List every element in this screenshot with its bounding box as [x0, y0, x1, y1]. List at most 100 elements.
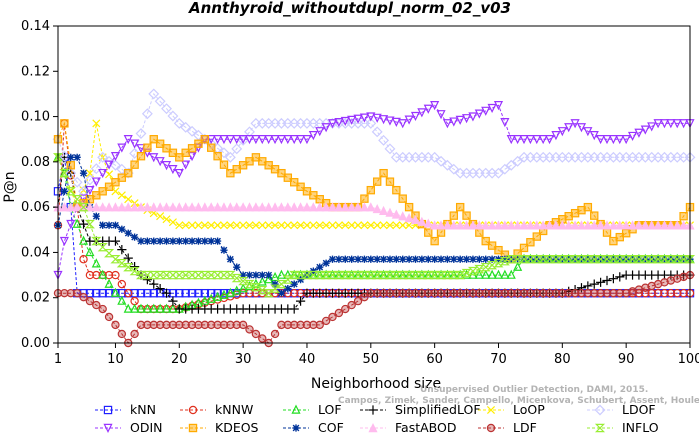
data-point-inflo [576, 255, 587, 264]
data-point-inflo [314, 270, 325, 280]
data-point-loop [245, 221, 254, 230]
data-point-fastabod [232, 202, 242, 212]
data-point-fastabod [136, 202, 146, 212]
data-point-inflo [276, 279, 287, 289]
data-point-cof [405, 255, 413, 263]
data-point-kdeos [66, 161, 75, 170]
data-point-knnw [117, 279, 127, 289]
data-point-knn [98, 288, 107, 298]
data-point-inflo [155, 270, 166, 280]
data-point-ldf [328, 312, 337, 322]
data-point-inflo [653, 255, 664, 264]
data-point-ldof [378, 134, 390, 146]
legend-item-odin: ODIN [95, 420, 163, 434]
data-point-lof [123, 303, 133, 313]
data-point-odin [174, 168, 184, 179]
data-point-simplifiedlof [596, 277, 606, 287]
data-point-fastabod [219, 202, 229, 212]
data-point-kdeos [449, 211, 458, 220]
data-point-loop [373, 221, 382, 230]
data-point-fastabod [149, 202, 159, 212]
x-tick-label: 1 [54, 352, 62, 367]
data-point-fastabod [276, 202, 287, 212]
data-point-fastabod [570, 220, 580, 230]
data-point-fastabod [615, 220, 625, 230]
data-point-ldf [207, 320, 216, 330]
data-point-fastabod [289, 202, 299, 212]
data-point-loop [264, 221, 273, 230]
data-point-ldf [219, 320, 229, 330]
data-point-fastabod [602, 220, 612, 230]
data-point-inflo [180, 270, 191, 280]
data-point-ldof [493, 167, 504, 179]
data-point-simplifiedlof [117, 244, 127, 255]
data-point-kdeos [487, 241, 497, 250]
data-point-kdeos [200, 135, 210, 144]
data-point-odin [66, 219, 76, 230]
data-point-odin [608, 135, 618, 145]
data-point-lof [117, 295, 127, 305]
data-point-odin [213, 135, 223, 145]
data-point-ldf [347, 300, 356, 310]
data-point-ldf [372, 288, 382, 298]
data-point-fastabod [417, 216, 427, 226]
data-point-fastabod [181, 202, 191, 212]
x-tick-label: 30 [235, 352, 252, 367]
data-point-fastabod [627, 220, 638, 230]
legend: kNN kNNW LOF SimplifiedLOF LoOP LDOF ODIN KDEOS… [95, 402, 659, 434]
data-point-inflo [365, 270, 376, 280]
data-point-cof [124, 229, 132, 237]
data-point-loop [379, 221, 388, 230]
data-point-inflo [614, 255, 625, 264]
data-point-inflo [282, 275, 293, 284]
data-point-odin [615, 135, 625, 145]
data-point-odin [468, 112, 478, 122]
data-point-ldf [590, 288, 599, 298]
data-point-ldf [430, 288, 439, 298]
data-point-fastabod [372, 204, 382, 214]
data-point-knn [194, 288, 203, 298]
data-point-lof [85, 246, 95, 257]
data-point-cof [207, 237, 215, 245]
data-point-odin [257, 135, 267, 145]
data-point-inflo [295, 270, 306, 280]
data-point-ldf [85, 296, 95, 306]
data-point-inflo [455, 270, 466, 280]
data-point-fastabod [270, 202, 280, 212]
data-point-fastabod [519, 220, 529, 230]
y-axis-label: P@n [2, 171, 18, 202]
data-point-ldf [92, 300, 101, 310]
data-point-kdeos [162, 144, 171, 153]
y-tick-label: 0.00 [21, 336, 50, 351]
data-point-odin [130, 139, 140, 149]
data-point-knnw [660, 288, 669, 298]
data-point-odin [219, 135, 229, 145]
data-point-odin [481, 106, 491, 116]
data-point-odin [442, 119, 452, 129]
legend-marker-knn [103, 405, 113, 415]
data-point-ldf [487, 288, 497, 298]
data-point-loop [392, 221, 401, 230]
data-point-kdeos [436, 228, 446, 237]
data-point-fastabod [493, 220, 504, 230]
data-point-cof [348, 255, 356, 263]
data-point-loop [296, 221, 305, 230]
data-point-ldf [79, 292, 88, 302]
data-point-fastabod [193, 202, 204, 212]
data-point-fastabod [366, 202, 376, 212]
data-point-inflo [142, 270, 153, 280]
data-point-cof [182, 237, 190, 245]
data-point-lof [219, 289, 229, 299]
data-point-inflo [621, 255, 632, 264]
data-point-kdeos [372, 177, 382, 186]
data-point-odin [589, 131, 599, 141]
data-point-fastabod [583, 220, 593, 230]
data-point-odin [232, 135, 242, 145]
data-point-cof [252, 271, 260, 279]
data-point-loop [258, 221, 267, 230]
data-point-ldof [224, 151, 236, 163]
data-point-loop [213, 221, 222, 230]
data-point-ldf [245, 325, 254, 334]
data-point-fastabod [385, 207, 395, 217]
data-point-ldf [251, 329, 261, 339]
